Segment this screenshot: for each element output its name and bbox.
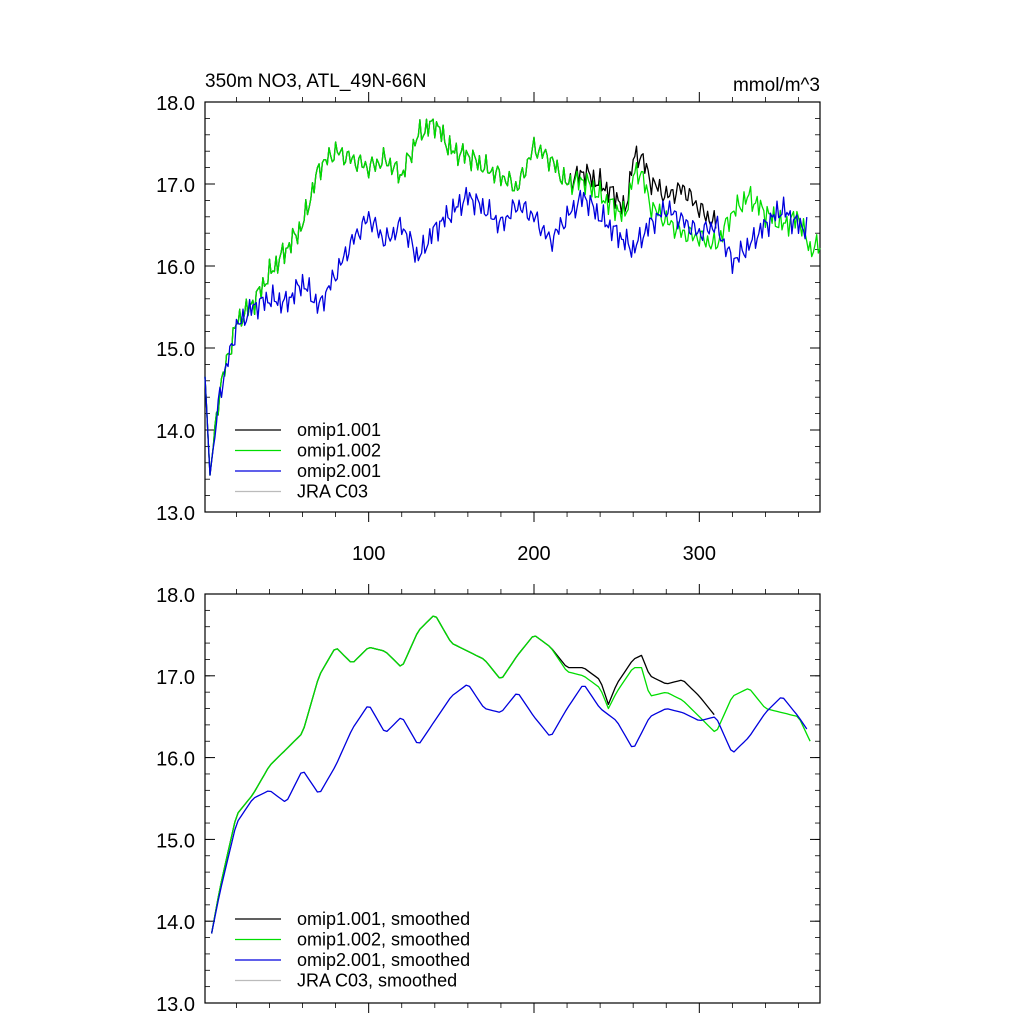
y-tick-label: 13.0 <box>156 994 195 1016</box>
x-tick-label: 100 <box>352 543 385 565</box>
legend-label: omip2.001, smoothed <box>297 950 470 970</box>
legend-label: JRA C03, smoothed <box>297 971 457 991</box>
chart-panel-1 <box>204 92 821 522</box>
y-tick-label: 15.0 <box>156 830 195 852</box>
series-line-1 <box>204 118 717 476</box>
x-tick-label: 200 <box>517 543 550 565</box>
series-line-1 <box>210 615 715 934</box>
y-tick-label: 16.0 <box>156 749 195 771</box>
series-line-3 <box>210 684 808 934</box>
y-tick-label: 15.0 <box>156 339 195 361</box>
y-tick-label: 17.0 <box>156 175 195 197</box>
y-tick-label: 13.0 <box>156 503 195 525</box>
series-line-2 <box>204 118 821 476</box>
series-line-2 <box>210 615 811 934</box>
y-tick-label: 17.0 <box>156 667 195 689</box>
y-tick-label: 18.0 <box>156 585 195 607</box>
plot-frame <box>204 593 821 1004</box>
y-tick-label: 14.0 <box>156 421 195 443</box>
legend-label: omip1.002 <box>297 441 381 461</box>
x-tick-label: 300 <box>683 543 716 565</box>
y-tick-label: 18.0 <box>156 93 195 115</box>
units-label: mmol/m^3 <box>733 75 820 96</box>
legend-label: omip1.002, smoothed <box>297 930 470 950</box>
legend-label: JRA C03 <box>297 482 368 502</box>
chart-panel-2 <box>204 584 821 1013</box>
legend-label: omip1.001 <box>297 420 381 440</box>
plot-frame <box>204 101 821 513</box>
chart-title: 350m NO3, ATL_49N-66N <box>205 71 426 92</box>
series-line-3 <box>204 186 808 476</box>
y-tick-label: 14.0 <box>156 912 195 934</box>
legend-label: omip2.001 <box>297 461 381 481</box>
y-tick-label: 16.0 <box>156 257 195 279</box>
legend-label: omip1.001, smoothed <box>297 909 470 929</box>
